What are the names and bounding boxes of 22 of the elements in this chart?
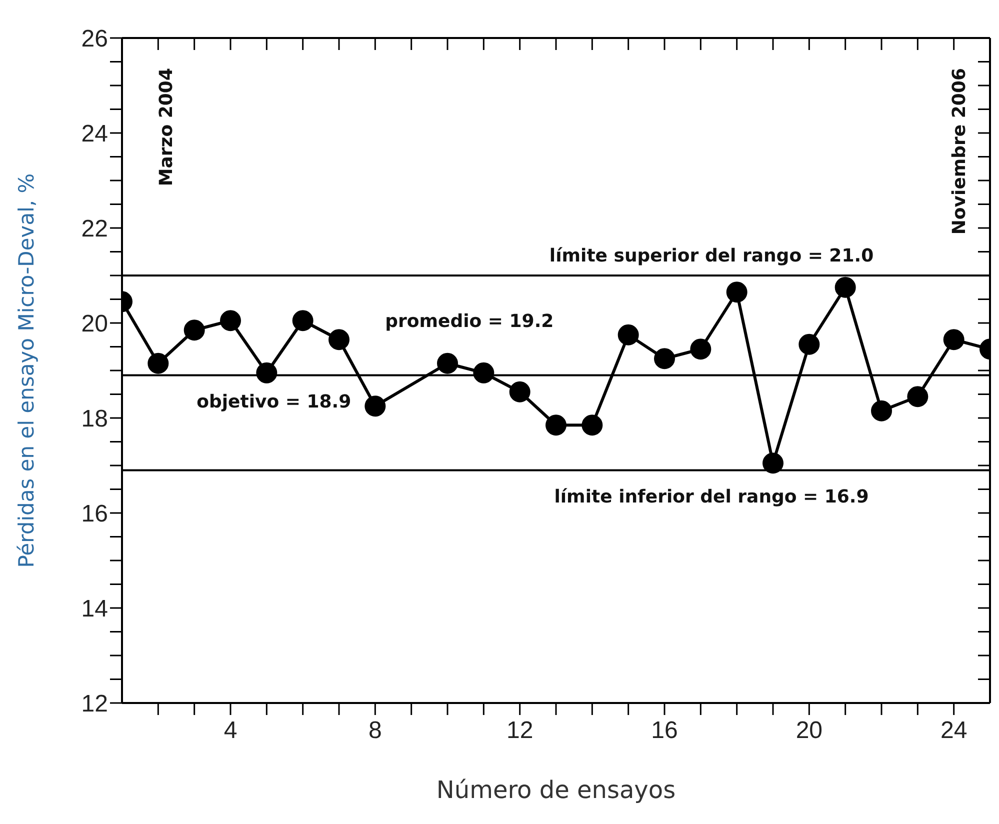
ref-line-label: límite inferior del rango = 16.9 bbox=[554, 486, 869, 508]
y-tick-label: 14 bbox=[81, 596, 108, 623]
y-axis-title: Pérdidas en el ensayo Micro-Deval, % bbox=[14, 173, 38, 568]
y-tick-label: 12 bbox=[81, 690, 108, 718]
ref-line-label: objetivo = 18.9 bbox=[196, 391, 352, 412]
annotation: Noviembre 2006 bbox=[948, 68, 971, 235]
x-axis-title: Número de ensayos bbox=[436, 776, 676, 804]
x-tick-label: 4 bbox=[224, 717, 238, 744]
y-tick-label: 24 bbox=[81, 120, 108, 148]
y-tick-label: 18 bbox=[81, 406, 108, 433]
x-tick-label: 16 bbox=[651, 717, 678, 744]
annotation: Marzo 2004 bbox=[155, 68, 178, 186]
x-tick-label: 24 bbox=[940, 717, 968, 744]
y-tick-label: 26 bbox=[81, 26, 108, 53]
x-tick-label: 8 bbox=[368, 717, 382, 744]
x-tick-label: 20 bbox=[796, 717, 823, 744]
y-tick-label: 20 bbox=[81, 310, 108, 338]
x-tick-label: 12 bbox=[506, 717, 534, 744]
y-tick-label: 16 bbox=[81, 500, 108, 528]
y-tick-label: 22 bbox=[81, 216, 108, 243]
ref-line-label: límite superior del rango = 21.0 bbox=[549, 246, 874, 266]
annotation: promedio = 19.2 bbox=[385, 310, 554, 332]
